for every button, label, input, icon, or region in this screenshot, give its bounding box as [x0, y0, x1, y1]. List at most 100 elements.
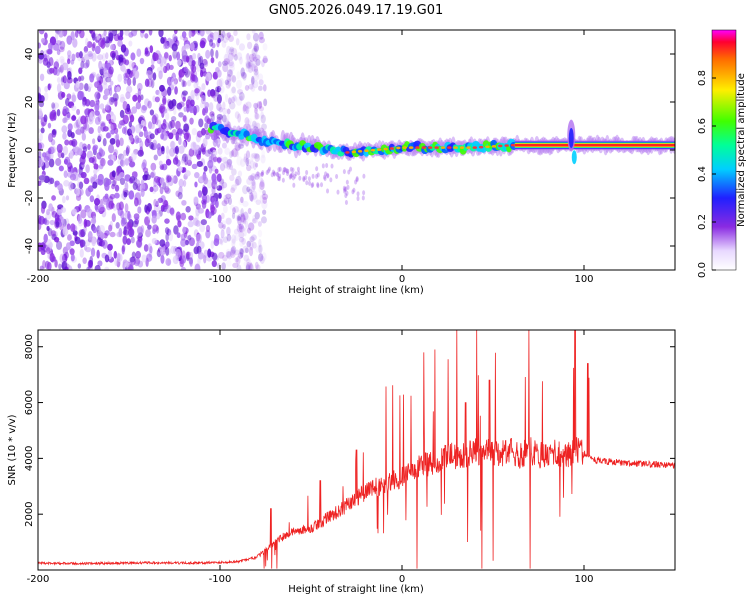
x-tick-label: -200 [27, 574, 50, 585]
track-smear [349, 166, 353, 172]
noise-blob [236, 255, 241, 265]
noise-blob [188, 215, 194, 221]
noise-blob [181, 79, 185, 88]
noise-blob [245, 53, 250, 63]
noise-blob [243, 261, 248, 267]
noise-blob [181, 140, 187, 150]
noise-blob [104, 254, 110, 263]
noise-blob [239, 214, 247, 224]
noise-blob [49, 219, 55, 226]
noise-blob [59, 56, 65, 64]
noise-blob [135, 101, 142, 110]
noise-blob [234, 111, 240, 119]
noise-blob [152, 52, 159, 62]
noise-blob [63, 180, 70, 187]
noise-blob [249, 160, 255, 169]
noise-blob [120, 44, 127, 53]
noise-blob [162, 98, 167, 106]
noise-blob [51, 103, 56, 113]
track-smear [304, 175, 308, 181]
x-tick-label: -100 [209, 274, 232, 285]
noise-blob [175, 131, 180, 142]
noise-blob [150, 170, 156, 179]
noise-blob [108, 144, 115, 154]
track-smear [308, 180, 312, 186]
track-smear [362, 190, 366, 196]
noise-blob [226, 159, 232, 168]
noise-blob [182, 226, 186, 234]
noise-blob [247, 207, 252, 215]
noise-blob [240, 208, 244, 218]
noise-blob [130, 52, 136, 61]
noise-blob [128, 161, 136, 168]
noise-blob [175, 211, 181, 221]
noise-blob [173, 225, 179, 235]
noise-blob [125, 91, 131, 100]
noise-blob [249, 241, 254, 251]
noise-blob [202, 106, 208, 116]
noise-blob [238, 209, 243, 217]
noise-blob [230, 150, 235, 157]
noise-blob [239, 248, 244, 255]
noise-blob [120, 93, 125, 100]
noise-blob [66, 58, 71, 65]
noise-blob [221, 181, 228, 189]
noise-blob [55, 68, 60, 77]
noise-blob [48, 146, 55, 155]
noise-blob [87, 143, 91, 150]
noise-blob [128, 40, 133, 47]
noise-blob [56, 77, 61, 83]
track-smear [255, 162, 259, 168]
noise-blob [188, 30, 192, 39]
snr-xlabel: Height of straight line (km) [288, 584, 424, 595]
noise-blob [117, 153, 125, 161]
noise-blob [38, 215, 45, 225]
noise-blob [186, 132, 191, 143]
noise-blob [115, 86, 121, 93]
noise-blob [119, 109, 125, 119]
track-smear [289, 173, 293, 179]
noise-blob [140, 30, 145, 34]
noise-blob [48, 132, 53, 143]
noise-blob [102, 138, 107, 147]
noise-blob [131, 72, 136, 79]
noise-blob [59, 66, 64, 74]
noise-blob [92, 145, 98, 153]
noise-blob [225, 81, 231, 89]
colorbar-tick-label: 0.4 [697, 166, 708, 182]
noise-blob [83, 62, 89, 69]
noise-blob [247, 118, 253, 125]
noise-blob [230, 87, 237, 95]
track-peak [453, 146, 458, 149]
noise-blob [193, 82, 199, 89]
noise-blob [99, 103, 105, 110]
noise-blob [120, 210, 125, 220]
noise-blob [249, 262, 253, 270]
noise-blob [231, 86, 236, 94]
noise-blob [231, 168, 237, 176]
noise-blob [168, 120, 173, 130]
noise-blob [254, 39, 259, 47]
noise-blob [154, 96, 160, 103]
y-tick-label: 8000 [24, 334, 35, 359]
noise-blob [146, 253, 153, 262]
noise-blob [138, 131, 144, 138]
noise-blob [226, 161, 231, 170]
noise-blob [132, 182, 138, 191]
noise-blob [76, 30, 82, 34]
noise-blob [226, 56, 230, 62]
noise-blob [233, 206, 239, 213]
noise-blob [182, 179, 187, 187]
noise-blob [95, 73, 101, 82]
noise-blob [230, 247, 236, 256]
track-peak [421, 146, 427, 149]
noise-blob [252, 80, 259, 89]
noise-blob [180, 212, 187, 221]
noise-blob [97, 133, 103, 140]
noise-blob [171, 77, 177, 87]
noise-blob [164, 187, 171, 194]
noise-blob [80, 60, 85, 70]
track-smear [272, 171, 276, 177]
noise-blob [98, 60, 103, 70]
noise-blob [234, 142, 241, 152]
